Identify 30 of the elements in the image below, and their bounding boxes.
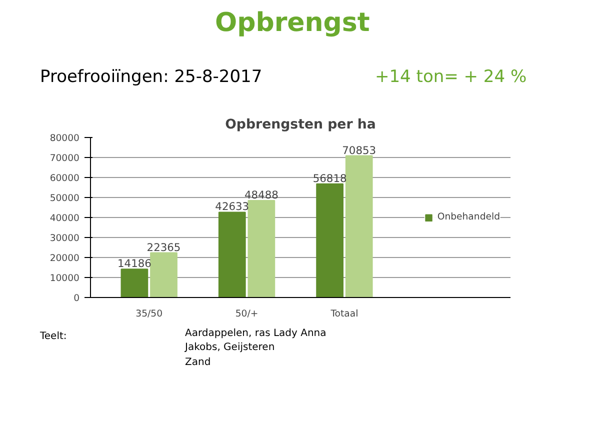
y-tick-label: 60000 — [50, 173, 80, 184]
x-tick-label: Totaal — [330, 308, 358, 320]
data-label: 48488 — [244, 188, 279, 202]
x-axis-title: Opbrengsten per ha — [225, 118, 376, 132]
y-tick-label: 50000 — [50, 193, 80, 204]
text: Teelt: — [39, 330, 67, 344]
chart-subtitle: Proefrooiïngen: 25-8-2017 — [39, 66, 262, 89]
bar — [345, 155, 373, 298]
chart-title: Opbrengst — [214, 7, 370, 40]
bar — [150, 252, 178, 298]
y-tick-label: 0 — [74, 293, 80, 304]
y-tick-label: 30000 — [50, 233, 80, 244]
text: Jakobs, Geijsteren — [185, 342, 275, 354]
y-tick-label: 80000 — [50, 133, 80, 144]
text: Zand — [185, 356, 211, 368]
y-tick-label: 10000 — [50, 273, 80, 284]
bar — [316, 183, 344, 298]
bar — [248, 200, 276, 298]
bar — [120, 268, 148, 298]
y-tick-label: 20000 — [50, 253, 80, 264]
text: Aardappelen, ras Lady Anna — [185, 328, 326, 339]
y-tick-label: 70000 — [50, 153, 80, 164]
bar — [218, 212, 246, 298]
x-tick-label: 50/+ — [235, 308, 258, 320]
legend-label: Onbehandeld — [437, 212, 500, 222]
text: +14 ton= + 24 % — [375, 66, 527, 89]
y-tick-label: 40000 — [50, 213, 80, 224]
data-label: 22365 — [146, 240, 181, 254]
data-label: 70853 — [342, 144, 376, 157]
x-tick-label: 35/50 — [136, 308, 163, 320]
